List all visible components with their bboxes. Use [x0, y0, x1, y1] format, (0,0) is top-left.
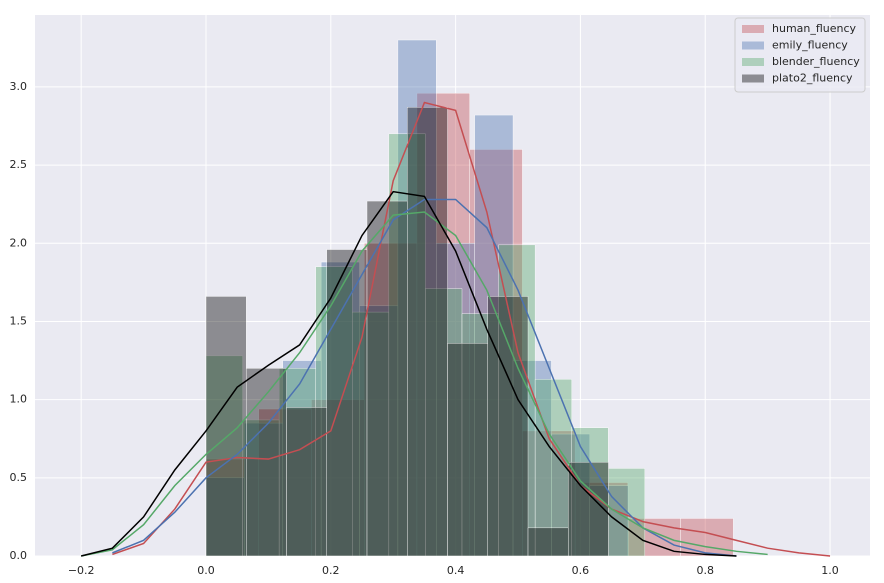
x-tick-label: 0.6 — [572, 564, 590, 577]
histogram-bar — [487, 296, 529, 557]
legend-swatch — [742, 74, 764, 83]
histogram-bar — [498, 244, 536, 557]
legend-label: emily_fluency — [772, 39, 848, 52]
legend-label: blender_fluency — [772, 55, 860, 68]
histogram-bar — [363, 243, 418, 557]
histogram-bar — [397, 39, 437, 557]
kde-line — [80, 190, 737, 557]
histogram-bar — [527, 527, 569, 557]
histogram-bar — [278, 368, 316, 557]
histogram-bar — [246, 368, 287, 557]
histogram-bar — [436, 243, 475, 557]
y-tick-label: 1.5 — [10, 314, 28, 327]
kde-line — [112, 198, 737, 557]
histogram-bar — [407, 107, 448, 557]
legend-swatch — [742, 25, 764, 33]
y-tick-label: 0.0 — [10, 549, 28, 562]
legend-swatch — [742, 41, 764, 50]
histogram-bar — [469, 149, 523, 557]
histogram-bar — [315, 266, 353, 557]
x-tick-label: 0.4 — [447, 564, 465, 577]
histogram-bar — [205, 296, 247, 557]
histogram-bar — [286, 407, 327, 557]
y-tick-label: 0.5 — [10, 471, 28, 484]
histogram-bar — [366, 200, 408, 557]
plot-background — [35, 15, 870, 556]
y-tick-label: 3.0 — [10, 80, 28, 93]
histogram-bar — [522, 430, 576, 557]
y-tick-label: 2.0 — [10, 236, 28, 249]
kde-line — [81, 211, 768, 557]
histogram-bar — [352, 311, 390, 557]
legend-label: human_fluency — [772, 22, 857, 35]
x-tick-label: 1.0 — [821, 564, 839, 577]
x-tick-label: 0.2 — [322, 564, 340, 577]
x-tick-label: 0.8 — [696, 564, 714, 577]
histogram-bar — [205, 477, 245, 557]
histogram-bar — [359, 305, 399, 557]
histogram-bar — [574, 482, 629, 557]
histogram-bar — [258, 408, 312, 557]
histogram-bar — [311, 399, 365, 557]
legend-label: plato2_fluency — [772, 72, 853, 85]
histogram-bar — [205, 458, 259, 557]
y-tick-label: 1.0 — [10, 393, 28, 406]
histogram-bar — [447, 343, 488, 557]
histogram-bar — [551, 433, 590, 557]
legend-box — [734, 17, 866, 93]
y-tick-label: 2.5 — [10, 158, 28, 171]
x-tick-label: −0.2 — [68, 564, 95, 577]
x-tick-label: 0.0 — [197, 564, 215, 577]
histogram-bar — [425, 288, 463, 557]
legend: human_fluency emily_fluency blender_fluenc… — [734, 17, 866, 93]
legend-swatch — [742, 58, 764, 66]
histogram-bar — [282, 360, 322, 557]
